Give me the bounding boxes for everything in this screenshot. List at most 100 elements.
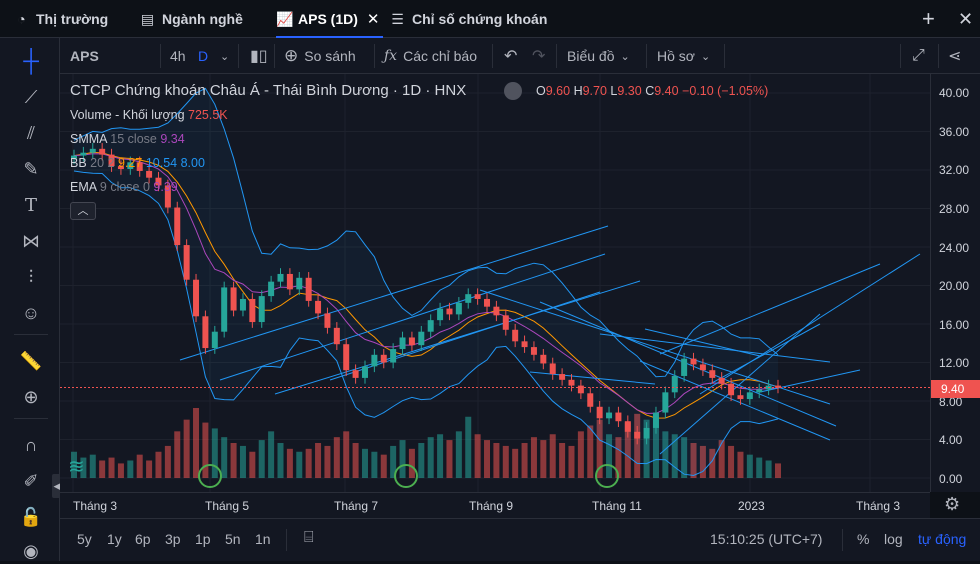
time-axis[interactable]: Tháng 3 Tháng 5 Tháng 7 Tháng 9 Tháng 11… [60, 492, 930, 518]
minus-circle-icon[interactable] [504, 82, 522, 100]
collapse-legend-button[interactable]: ︿ [70, 202, 96, 220]
legend-ema[interactable]: EMA 9 close 0 9.39 [70, 180, 178, 194]
lock-pen-icon[interactable]: ✐ [23, 470, 39, 491]
volume-bar [399, 440, 406, 478]
emoji-icon[interactable]: ☺ [21, 302, 41, 323]
volume-label: Volume - Khối lượng [70, 108, 185, 122]
auto-scale-toggle[interactable]: tự động [918, 531, 967, 547]
tab-industry[interactable]: ▤ Ngành nghề [140, 0, 243, 38]
divider [492, 44, 493, 68]
volume-bar [455, 431, 462, 478]
logo-icon: ≋ [68, 456, 85, 478]
percent-scale-toggle[interactable]: % [857, 531, 870, 547]
symbol-search[interactable]: APS [70, 38, 99, 74]
interval-4h[interactable]: 4h [170, 38, 186, 74]
date-range-icon[interactable]: ⌸ [304, 529, 314, 546]
ruler-icon[interactable]: 📏 [19, 350, 43, 371]
candle-body [390, 349, 397, 363]
candle-body [474, 294, 481, 299]
volume-bar [352, 443, 359, 478]
range-1d[interactable]: 1n [255, 531, 271, 547]
text-icon[interactable]: T [24, 194, 37, 216]
chart-pane[interactable]: CTCP Chứng khoán Châu Á - Thái Bình Dươn… [60, 74, 930, 492]
range-5d[interactable]: 5n [225, 531, 241, 547]
close-window-icon[interactable]: ✕ [958, 9, 974, 29]
range-6m[interactable]: 6p [135, 531, 151, 547]
compare-button[interactable]: ⊕ So sánh [284, 38, 356, 74]
range-5y[interactable]: 5y [77, 531, 92, 547]
profile-label: Hồ sơ [657, 48, 695, 64]
volume-bar [728, 445, 735, 478]
eye-icon[interactable]: ◉ [23, 540, 39, 561]
close-icon[interactable]: ✕ [366, 11, 380, 28]
collapse-toolbar-button[interactable]: ◀ [52, 474, 62, 498]
volume-bar [709, 448, 716, 478]
candle-body [408, 337, 415, 346]
volume-bar [211, 428, 218, 478]
tab-market[interactable]: ◔ Thị trường [14, 0, 108, 38]
prediction-icon[interactable]: ⫶ [28, 266, 34, 287]
last-price-value: 9.40 [941, 382, 965, 396]
y-tick: 40.00 [939, 86, 970, 100]
price-axis[interactable]: 40.00 36.00 32.00 28.00 24.00 20.00 16.0… [930, 74, 980, 492]
range-1m[interactable]: 1p [195, 531, 211, 547]
tab-aps-chart[interactable]: 📈 APS (1D) ✕ [276, 0, 384, 38]
smma-params: 15 close [110, 132, 157, 146]
volume-bar [643, 419, 650, 478]
legend-smma[interactable]: SMMA 15 close 9.34 [70, 132, 185, 146]
volume-bar [390, 445, 397, 478]
trend-line-icon[interactable]: ⟋ [24, 86, 38, 107]
y-tick: 4.00 [939, 433, 963, 447]
chart-type-button[interactable]: Biểu đồ ⌄ [567, 38, 630, 74]
change-value: −0.10 (−1.05%) [682, 84, 769, 98]
zoom-in-icon[interactable]: ⊕ [23, 386, 39, 407]
candles-icon[interactable]: ▮▯ [250, 48, 268, 65]
crosshair-icon[interactable]: ┼ [23, 48, 39, 73]
undo-icon[interactable]: ↶ [504, 48, 518, 65]
share-icon[interactable]: ⋖ [948, 48, 962, 65]
candle-body [512, 329, 519, 342]
log-scale-toggle[interactable]: log [884, 531, 903, 547]
trend-line [539, 301, 837, 427]
ema-label: EMA [70, 180, 97, 194]
candle-body [690, 358, 697, 365]
candle-body [624, 421, 631, 432]
volume-value: 725.5K [188, 108, 228, 122]
event-marker-icon [198, 464, 222, 488]
tab-stock-index[interactable]: ☰ Chỉ số chứng khoán [390, 0, 547, 38]
chevron-down-icon[interactable]: ⌄ [220, 50, 230, 63]
trend-line [759, 369, 861, 393]
range-3m[interactable]: 3p [165, 531, 181, 547]
price-chart-svg [60, 74, 930, 492]
redo-icon[interactable]: ↷ [532, 48, 546, 65]
lock-icon[interactable]: 🔓 [19, 506, 43, 527]
volume-bar [408, 448, 415, 478]
candle-body [193, 279, 200, 317]
interval-d[interactable]: D [198, 38, 208, 74]
legend-volume[interactable]: Volume - Khối lượng 725.5K [70, 108, 228, 122]
magnet-icon[interactable]: ∩ [24, 434, 38, 455]
volume-bar [333, 437, 340, 478]
candle-body [615, 412, 622, 422]
smma-value: 9.34 [160, 132, 185, 146]
candle-body [361, 366, 368, 378]
profile-button[interactable]: Hồ sơ ⌄ [657, 38, 710, 74]
add-tab-icon[interactable]: + [922, 6, 935, 31]
y-tick: 0.00 [939, 472, 963, 486]
fullscreen-icon[interactable]: ⤢ [912, 47, 925, 64]
candle-body [446, 308, 453, 315]
candle-body [455, 302, 462, 315]
volume-bar [662, 431, 669, 478]
settings-gear-icon[interactable]: ⚙ [944, 494, 961, 514]
candle-body [521, 341, 528, 348]
legend-bb[interactable]: BB 20 2 9.27 10.54 8.00 [70, 156, 205, 170]
bottom-toolbar: 5y 1y 6p 3p 1p 5n 1n ⌸ 15:10:25 (UTC+7) … [60, 518, 980, 561]
fib-icon[interactable]: ⫽ [26, 122, 36, 143]
volume-bar [437, 434, 444, 478]
plus-circle-icon: ⊕ [284, 46, 299, 65]
last-price-tag: 9.40 [931, 380, 980, 398]
brush-icon[interactable]: ✎ [23, 158, 39, 179]
indicators-button[interactable]: ƒx Các chỉ báo [384, 38, 477, 74]
range-1y[interactable]: 1y [107, 531, 122, 547]
pattern-icon[interactable]: ⋈ [22, 230, 40, 251]
